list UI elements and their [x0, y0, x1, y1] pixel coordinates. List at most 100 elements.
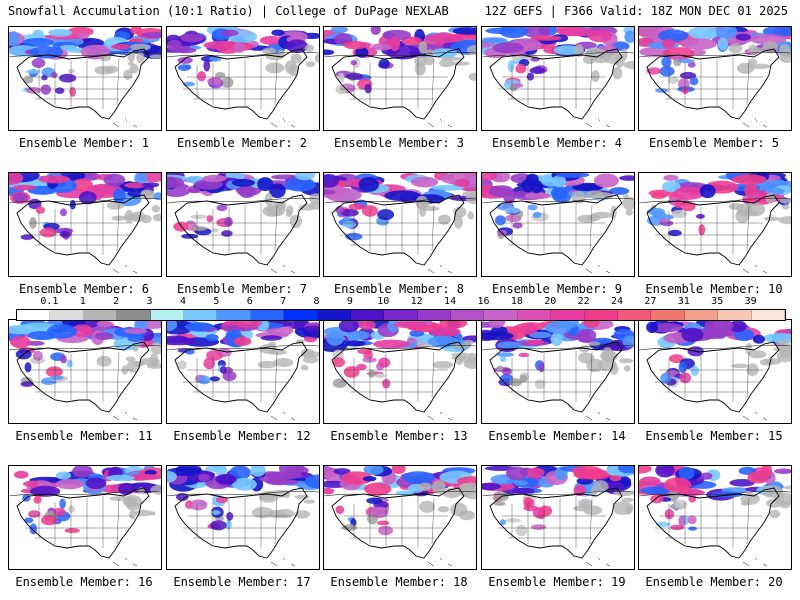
colorbar-tick-labels: 0.1 1 2 3 4 5 6 7 8 9 10 12 14 16 18 20 22 24 27 31 35 39 [16, 296, 784, 308]
colorbar-swatch [618, 310, 652, 320]
colorbar-swatch [584, 310, 619, 320]
colorbar-tick-label: 7 [280, 296, 287, 307]
colorbar-tick-label: 4 [179, 296, 186, 307]
ensemble-member-label: Ensemble Member: 17 [173, 575, 311, 589]
colorbar-tick-label: 22 [577, 296, 590, 307]
ensemble-map-panel [8, 26, 162, 131]
ensemble-map-panel [638, 465, 792, 570]
ensemble-map-panel [8, 465, 162, 570]
snowfall-map [639, 466, 791, 569]
colorbar-tick-label: 10 [377, 296, 390, 307]
ensemble-member-label: Ensemble Member: 13 [330, 429, 468, 443]
snowfall-map [167, 173, 319, 276]
snowfall-map [9, 173, 161, 276]
colorbar-swatch [718, 310, 752, 320]
colorbar-swatch [117, 310, 151, 320]
ensemble-member-label: Ensemble Member: 9 [491, 282, 623, 296]
colorbar-tick-label: 6 [246, 296, 253, 307]
colorbar-swatch [751, 310, 785, 320]
chart-title: Snowfall Accumulation (10:1 Ratio) | Col… [8, 4, 449, 18]
colorbar-tick-label: 1 [79, 296, 86, 307]
ensemble-member-label: Ensemble Member: 1 [18, 136, 150, 150]
snowfall-map [482, 173, 634, 276]
colorbar-swatch [350, 310, 385, 320]
snowfall-map [482, 466, 634, 569]
snowfall-map [9, 466, 161, 569]
colorbar-swatch [83, 310, 118, 320]
colorbar-swatch [451, 310, 485, 320]
colorbar-tick-label: 20 [544, 296, 557, 307]
snowfall-map [167, 320, 319, 423]
colorbar-swatch [484, 310, 518, 320]
ensemble-member-label: Ensemble Member: 15 [645, 429, 783, 443]
ensemble-map-panel [638, 319, 792, 424]
snowfall-map [324, 27, 476, 130]
colorbar-tick-label: 14 [444, 296, 457, 307]
run-info: 12Z GEFS | F366 Valid: 18Z MON DEC 01 20… [484, 4, 788, 18]
ensemble-map-panel [481, 319, 635, 424]
colorbar-swatch [50, 310, 84, 320]
ensemble-member-label: Ensemble Member: 20 [645, 575, 783, 589]
snowfall-map [639, 173, 791, 276]
ensemble-member-label: Ensemble Member: 7 [176, 282, 308, 296]
snowfall-colorbar [16, 309, 786, 321]
colorbar-tick-label: 0.1 [40, 296, 59, 307]
colorbar-tick-label: 27 [644, 296, 657, 307]
colorbar-swatch [517, 310, 552, 320]
colorbar-tick-label: 31 [677, 296, 690, 307]
ensemble-map-panel [323, 465, 477, 570]
ensemble-map-panel [166, 465, 320, 570]
snowfall-map [167, 27, 319, 130]
ensemble-map-panel [481, 26, 635, 131]
ensemble-member-label: Ensemble Member: 8 [333, 282, 465, 296]
ensemble-member-label: Ensemble Member: 19 [488, 575, 626, 589]
ensemble-map-panel [481, 465, 635, 570]
ensemble-member-label: Ensemble Member: 11 [15, 429, 153, 443]
colorbar-tick-label: 9 [346, 296, 353, 307]
colorbar-swatch [317, 310, 351, 320]
colorbar-tick-label: 24 [611, 296, 624, 307]
ensemble-map-panel [638, 172, 792, 277]
colorbar-tick-label: 35 [711, 296, 724, 307]
colorbar-tick-label: 18 [510, 296, 523, 307]
colorbar-swatch [17, 310, 51, 320]
ensemble-map-panel [323, 319, 477, 424]
colorbar-swatch [417, 310, 452, 320]
ensemble-map-panel [8, 172, 162, 277]
ensemble-map-panel [166, 26, 320, 131]
ensemble-map-panel [166, 319, 320, 424]
colorbar-tick-label: 16 [477, 296, 490, 307]
colorbar-swatch [250, 310, 285, 320]
ensemble-member-label: Ensemble Member: 10 [645, 282, 783, 296]
snowfall-map [639, 320, 791, 423]
ensemble-member-label: Ensemble Member: 12 [173, 429, 311, 443]
ensemble-member-label: Ensemble Member: 4 [491, 136, 623, 150]
ensemble-member-label: Ensemble Member: 3 [333, 136, 465, 150]
ensemble-map-panel [166, 172, 320, 277]
ensemble-map-panel [323, 26, 477, 131]
colorbar-swatch [684, 310, 719, 320]
ensemble-map-panel [8, 319, 162, 424]
colorbar-swatch [150, 310, 184, 320]
colorbar-tick-label: 2 [113, 296, 120, 307]
ensemble-map-panel [638, 26, 792, 131]
colorbar-tick-label: 3 [146, 296, 153, 307]
ensemble-member-label: Ensemble Member: 14 [488, 429, 626, 443]
colorbar-swatch [217, 310, 251, 320]
snowfall-map [639, 27, 791, 130]
colorbar-swatch [284, 310, 318, 320]
colorbar-tick-label: 5 [213, 296, 220, 307]
colorbar-swatch [384, 310, 418, 320]
snowfall-map [9, 27, 161, 130]
ensemble-member-label: Ensemble Member: 6 [18, 282, 150, 296]
ensemble-map-panel [323, 172, 477, 277]
ensemble-member-label: Ensemble Member: 5 [648, 136, 780, 150]
ensemble-member-label: Ensemble Member: 2 [176, 136, 308, 150]
ensemble-member-label: Ensemble Member: 16 [15, 575, 153, 589]
snowfall-map [9, 320, 161, 423]
snowfall-map [167, 466, 319, 569]
ensemble-member-label: Ensemble Member: 18 [330, 575, 468, 589]
colorbar-tick-label: 12 [410, 296, 423, 307]
snowfall-map [482, 320, 634, 423]
colorbar-tick-label: 39 [744, 296, 757, 307]
